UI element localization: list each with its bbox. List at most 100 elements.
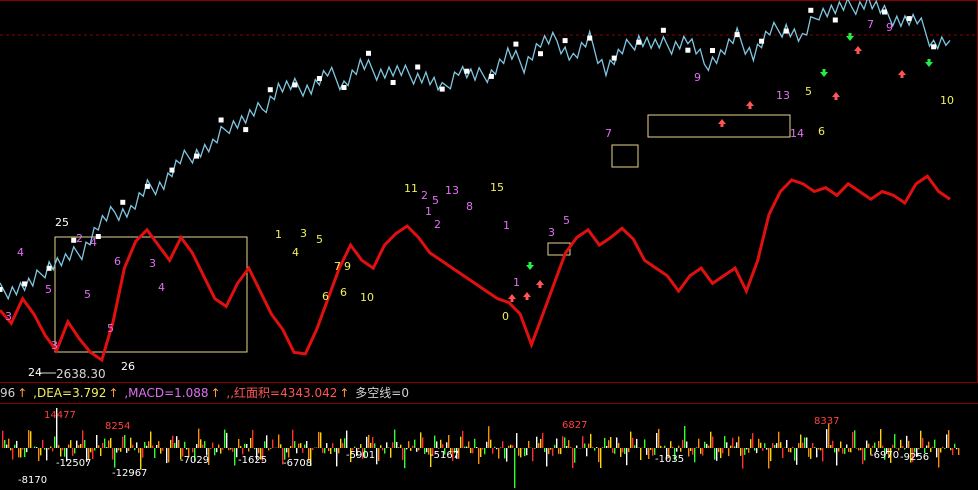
indicator-bar <box>676 448 678 452</box>
indicator-bar <box>666 448 668 460</box>
indicator-bar <box>912 448 914 462</box>
indicator-bar <box>144 442 146 448</box>
indicator-bar <box>928 441 930 448</box>
wave-marker <box>562 38 568 44</box>
indicator-bar <box>134 448 136 451</box>
wave-marker <box>120 199 126 205</box>
indicator-bar <box>78 445 80 448</box>
main-chart[interactable]: 25 4 2 4 5 5 3 6 3 4 5 3 24 26 2638.30 1… <box>0 0 978 383</box>
indicator-bar <box>550 448 552 450</box>
indicator-bar <box>412 445 414 448</box>
indicator-bar <box>66 448 68 462</box>
indicator-bar <box>298 443 300 448</box>
indicator-bar <box>280 444 282 448</box>
indicator-bar <box>532 448 534 462</box>
indicator-bar <box>20 448 22 458</box>
indicator-bar <box>256 448 258 460</box>
wave-label: 3 <box>5 310 12 323</box>
indicator-bar <box>826 429 828 448</box>
indicator-bar <box>898 448 900 451</box>
indicator-bar <box>950 448 952 451</box>
indicator-bar <box>224 429 226 448</box>
indicator-bar <box>230 448 232 450</box>
wave-marker <box>169 167 175 173</box>
indicator-bar <box>22 448 24 450</box>
indicator-bar <box>766 448 768 450</box>
low-price-label: 2638.30 <box>56 367 106 381</box>
indicator-bar <box>222 448 224 450</box>
signal-arrows <box>508 33 933 302</box>
indicator-bar <box>174 443 176 448</box>
indicator-bar <box>80 444 82 448</box>
indicator-bar <box>628 448 630 453</box>
indicator-bar <box>390 448 392 458</box>
wave-label: 8 <box>466 200 473 213</box>
indicator-bar <box>354 446 356 448</box>
indicator-bar <box>682 439 684 448</box>
indicator-bar <box>228 448 230 451</box>
indicator-bar <box>288 448 290 458</box>
indicator-bar <box>646 448 648 455</box>
wave-marker <box>783 28 789 34</box>
indicator-bar <box>746 448 748 450</box>
wave-marker <box>832 17 838 23</box>
indicator-bar <box>724 436 726 448</box>
wave-marker <box>243 127 249 133</box>
wave-marker <box>636 39 642 45</box>
indicator-bar <box>382 448 384 451</box>
indicator-bar <box>92 448 94 459</box>
indicator-bar <box>208 448 210 465</box>
wave-marker <box>464 68 470 74</box>
indicator-bar <box>94 448 96 451</box>
indicator-chart[interactable]: 14477 8254 -12507 -12967 -7029 -1625 -67… <box>0 403 978 490</box>
indicator-bar <box>370 442 372 448</box>
indicator-bar <box>742 448 744 469</box>
indicator-bar <box>798 443 800 448</box>
indicator-bar <box>800 434 802 448</box>
indicator-trough-label: -12507 <box>56 458 91 469</box>
wave-label: 6 <box>114 255 121 268</box>
indicator-bar <box>268 448 270 451</box>
indicator-bar <box>620 448 622 457</box>
indicator-bar <box>146 445 148 448</box>
indicator-bar <box>160 448 162 454</box>
indicator-bar <box>238 439 240 448</box>
indicator-bar <box>504 448 506 459</box>
indicator-bar <box>214 448 216 456</box>
indicator-bar <box>874 442 876 448</box>
indicator-bar <box>64 448 66 457</box>
bull-bear-line <box>0 174 951 363</box>
indicator-bar <box>128 448 130 451</box>
indicator-bar <box>534 448 536 449</box>
arrow-down-icon <box>526 262 534 270</box>
indicator-bar <box>848 448 850 452</box>
indicator-bar <box>650 448 652 450</box>
indicator-bar <box>14 444 16 448</box>
indicator-bar <box>564 437 566 448</box>
indicator-bar <box>452 448 454 461</box>
indicator-bar <box>748 448 750 453</box>
indicator-bar <box>100 448 102 456</box>
wave-marker <box>415 64 421 70</box>
indicator-bar <box>406 448 408 450</box>
indicator-bar <box>740 448 742 456</box>
indicator-bar <box>760 442 762 448</box>
consolidation-box <box>647 114 791 138</box>
wave-marker <box>611 55 617 61</box>
indicator-bar <box>852 432 854 448</box>
indicator-bar <box>608 440 610 448</box>
indicator-bar <box>906 435 908 448</box>
wave-label: 9 <box>694 71 701 84</box>
wave-label: 5 <box>316 233 323 246</box>
indicator-trough-label: -9256 <box>900 452 929 463</box>
wave-marker <box>710 48 715 53</box>
indicator-bar <box>496 448 498 450</box>
wave-marker <box>267 87 273 93</box>
indicator-bar <box>924 448 926 454</box>
indicator-bar <box>300 443 302 448</box>
indicator-bar <box>638 447 640 448</box>
arrow-up-icon <box>832 92 840 100</box>
indicator-bar <box>544 448 546 452</box>
indicator-bar <box>386 442 388 448</box>
indicator-bar <box>302 448 304 453</box>
